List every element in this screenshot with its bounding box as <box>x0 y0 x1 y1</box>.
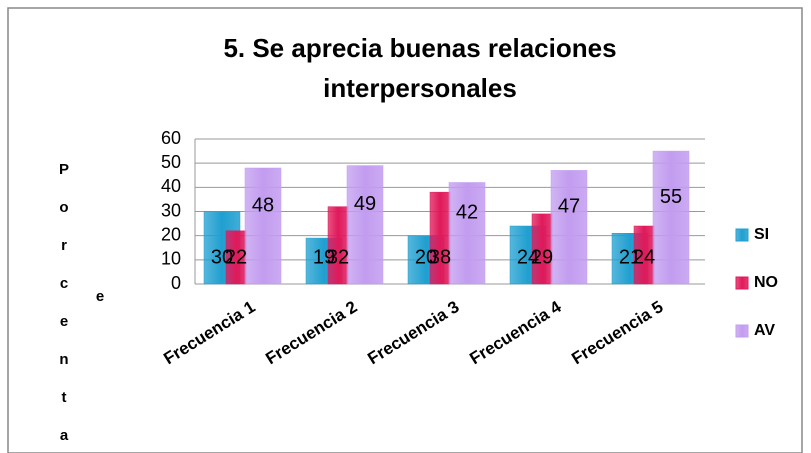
y-tick-label: 60 <box>161 128 181 148</box>
bar <box>244 167 282 285</box>
data-label: 29 <box>531 246 553 268</box>
legend-label: SI <box>754 226 769 243</box>
y-axis-label: t <box>62 389 67 406</box>
data-label: 38 <box>429 246 451 268</box>
y-axis-label: a <box>60 427 69 444</box>
legend-swatch <box>735 324 749 338</box>
chart-title: interpersonales <box>323 73 517 103</box>
bar <box>448 182 486 285</box>
data-label: 47 <box>558 195 580 217</box>
bar <box>429 191 451 285</box>
data-label: 42 <box>456 202 478 224</box>
data-label: 19 <box>313 246 335 268</box>
y-axis-label: r <box>61 237 67 254</box>
chart-title: 5. Se aprecia buenas relaciones <box>223 33 616 63</box>
bar <box>346 165 384 285</box>
data-label: 48 <box>252 194 274 216</box>
data-label: 24 <box>633 246 655 268</box>
y-axis-label: o <box>59 199 68 216</box>
y-axis-label: e <box>60 313 68 330</box>
y-tick-label: 50 <box>161 152 181 172</box>
bar <box>550 170 588 285</box>
data-label: 32 <box>327 246 349 268</box>
data-label: 24 <box>517 246 539 268</box>
y-axis-label: P <box>59 161 69 178</box>
data-label: 20 <box>415 246 437 268</box>
y-tick-label: 20 <box>161 224 181 244</box>
legend-label: AV <box>754 322 775 339</box>
annotation: e <box>96 288 104 305</box>
y-axis-label: n <box>59 351 68 368</box>
data-label: 22 <box>225 246 247 268</box>
y-tick-label: 40 <box>161 176 181 196</box>
y-tick-label: 30 <box>161 200 181 220</box>
y-tick-label: 10 <box>161 249 181 269</box>
bar <box>652 150 690 285</box>
legend-label: NO <box>754 274 778 291</box>
data-label: 30 <box>211 246 233 268</box>
data-label: 21 <box>619 246 641 268</box>
legend-swatch <box>735 276 749 290</box>
data-label: 49 <box>354 193 376 215</box>
data-label: 55 <box>660 186 682 208</box>
legend-swatch <box>735 228 749 242</box>
y-tick-label: 0 <box>171 273 181 293</box>
y-axis-label: c <box>60 275 68 292</box>
